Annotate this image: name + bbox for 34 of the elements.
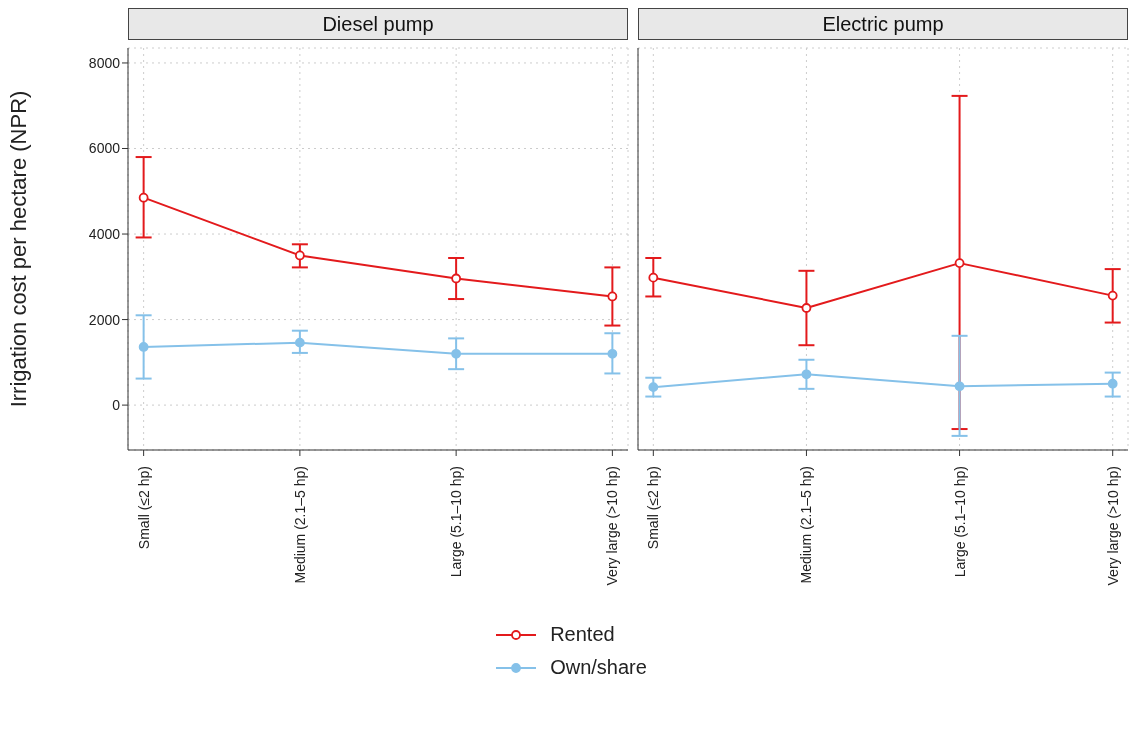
- point: [801, 303, 812, 313]
- point: [1107, 378, 1118, 389]
- point: [648, 382, 659, 393]
- y-tick-label: 8000: [88, 54, 121, 71]
- y-tick-label: 4000: [88, 226, 121, 242]
- y-axis-title: Irrigation cost per hectare (NPR): [5, 90, 31, 408]
- point: [954, 258, 965, 269]
- x-tick-label: Large (5.1–10 hp): [448, 466, 465, 578]
- x-tick-label: Large (5.1–10 hp): [951, 466, 968, 578]
- point: [451, 273, 462, 284]
- x-tick-label: Small (≤2 hp): [135, 466, 152, 550]
- x-tick-label: Small (≤2 hp): [645, 466, 662, 550]
- point: [294, 250, 305, 261]
- point: [138, 192, 149, 203]
- point: [801, 369, 812, 380]
- point: [138, 342, 149, 352]
- y-tick-label: 0: [112, 397, 121, 414]
- point: [451, 348, 462, 359]
- x-tick-label: Medium (2.1–5 hp): [291, 466, 308, 584]
- chart-title: Electric pump: [638, 8, 1128, 40]
- x-tick-label: Very large (>10 hp): [1104, 466, 1121, 586]
- point: [954, 381, 965, 392]
- y-tick-label: 6000: [88, 140, 121, 157]
- x-tick-label: Very large (>10 hp): [604, 466, 621, 586]
- legend-label: Own/share: [550, 656, 647, 679]
- legend-label: Rented: [550, 623, 615, 646]
- point: [294, 337, 305, 348]
- point: [1107, 290, 1118, 301]
- point: [607, 291, 618, 302]
- chart-title: Diesel pump: [128, 8, 628, 40]
- point: [607, 348, 618, 359]
- x-tick-label: Medium (2.1–5 hp): [798, 466, 815, 584]
- y-tick-label: 2000: [88, 311, 121, 328]
- point: [648, 272, 659, 283]
